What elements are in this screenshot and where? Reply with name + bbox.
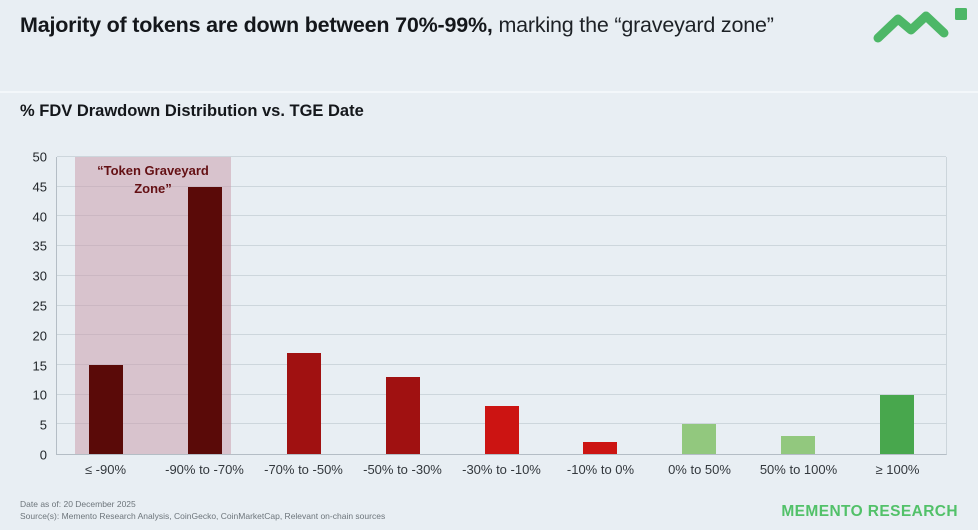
x-tick-label: 0% to 50% xyxy=(668,462,731,477)
page-title-emphasis: Majority of tokens are down between 70%-… xyxy=(20,13,493,37)
y-tick-label: 0 xyxy=(39,447,47,463)
x-tick-label: ≤ -90% xyxy=(84,462,127,477)
y-tick-label: 15 xyxy=(32,358,47,374)
bar-8 xyxy=(780,436,815,454)
y-tick-label: 35 xyxy=(32,238,47,254)
plot-area: “Token Graveyard Zone” xyxy=(56,156,947,455)
x-tick-label: -10% to 0% xyxy=(566,462,635,477)
x-tick-label: -70% to -50% xyxy=(264,462,343,477)
bar-slot xyxy=(650,157,749,454)
chart-title: % FDV Drawdown Distribution vs. TGE Date xyxy=(20,102,364,120)
gridline xyxy=(57,334,946,336)
y-tick-label: 40 xyxy=(32,209,47,225)
y-axis: 50 45 40 35 30 25 20 15 10 5 0 xyxy=(20,150,56,463)
gridline xyxy=(57,156,946,157)
brand-wordmark: MEMENTO RESEARCH xyxy=(781,503,958,520)
x-tick-label: -30% to -10% xyxy=(462,462,541,477)
bar-slot xyxy=(551,157,650,454)
gridline xyxy=(57,393,946,395)
x-tick-label: -50% to -30% xyxy=(363,462,442,477)
graveyard-zone-label: “Token Graveyard Zone” xyxy=(97,163,209,196)
bar-9 xyxy=(879,394,914,454)
x-tick-label: 50% to 100% xyxy=(759,462,838,477)
gridline xyxy=(57,274,946,276)
y-tick-label: 5 xyxy=(39,417,47,433)
gridline xyxy=(57,304,946,306)
x-tick-label: -90% to -70% xyxy=(165,462,244,477)
bar-5 xyxy=(484,406,519,454)
header-divider xyxy=(0,91,978,93)
sources-note: Source(s): Memento Research Analysis, Co… xyxy=(20,511,386,522)
y-tick-label: 20 xyxy=(32,328,47,344)
bar-slot xyxy=(255,157,354,454)
x-tick-label: ≥ 100% xyxy=(875,462,920,477)
bar-1 xyxy=(89,364,124,454)
bar-slot xyxy=(353,157,452,454)
gridline xyxy=(57,363,946,365)
y-tick-label: 50 xyxy=(32,149,47,165)
bar-2 xyxy=(188,186,223,454)
page-title: Majority of tokens are down between 70%-… xyxy=(20,10,863,41)
page-title-rest: marking the “graveyard zone” xyxy=(492,13,774,37)
bar-6 xyxy=(583,442,618,454)
chart-inner: 50 45 40 35 30 25 20 15 10 5 0 “Token Graveyard Zo… xyxy=(20,150,947,463)
bar-slot xyxy=(57,157,156,454)
bar-4 xyxy=(385,376,420,454)
y-tick-label: 30 xyxy=(32,268,47,284)
bar-3 xyxy=(286,353,321,454)
date-note: Date as of: 20 December 2025 xyxy=(20,499,136,510)
bar-slot xyxy=(847,157,946,454)
gridline xyxy=(57,185,946,187)
y-tick-label: 25 xyxy=(32,298,47,314)
bar-chart: 50 45 40 35 30 25 20 15 10 5 0 “Token Graveyard Zo… xyxy=(20,150,947,477)
bar-slot xyxy=(748,157,847,454)
y-tick-label: 45 xyxy=(32,179,47,195)
memento-squiggle-logo-icon xyxy=(873,8,967,43)
bar-7 xyxy=(682,424,717,454)
header: Majority of tokens are down between 70%-… xyxy=(20,10,863,41)
y-tick-label: 10 xyxy=(32,387,47,403)
gridline xyxy=(57,215,946,217)
gridline xyxy=(57,245,946,247)
footer-notes: Date as of: 20 December 2025 Source(s): … xyxy=(20,499,385,523)
x-axis: ≤ -90% -90% to -70% -70% to -50% -50% to -3… xyxy=(56,455,947,477)
bar-slot xyxy=(156,157,255,454)
bar-slot xyxy=(452,157,551,454)
bars-layer xyxy=(57,157,946,454)
